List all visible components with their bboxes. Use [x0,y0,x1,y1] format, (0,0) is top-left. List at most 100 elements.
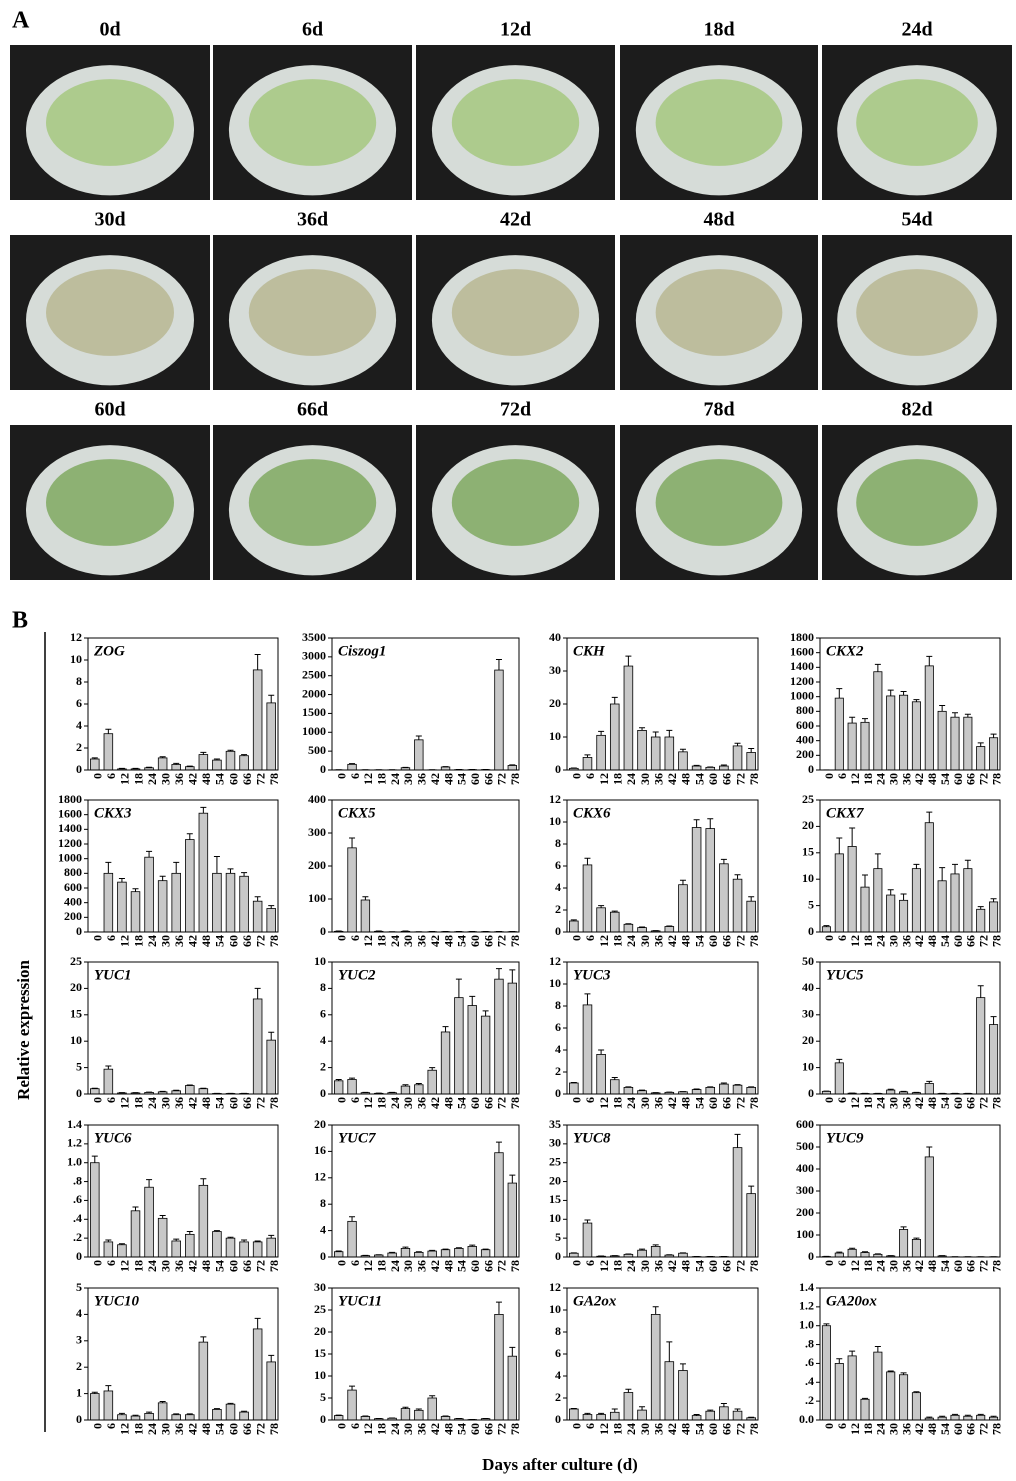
x-tick-label: 78 [989,1260,1003,1272]
chart-title: YUC2 [338,967,376,983]
error-bar [146,767,152,768]
chart-title: CKX2 [826,643,864,659]
explants [249,79,376,166]
y-tick-label: 2500 [302,667,326,681]
photo-label: 36d [297,209,328,231]
bar [692,1416,701,1420]
bar [441,1032,450,1094]
y-tick-label: 600 [796,718,814,732]
photo-label: 54d [901,209,932,231]
x-tick-label: 78 [267,1260,281,1272]
x-tick-label: 6 [348,1097,362,1103]
y-tick-label: 4 [555,1368,561,1382]
x-tick-label: 48 [679,935,693,947]
bar [348,1079,357,1094]
x-tick-label: 0 [334,773,348,779]
explants [856,459,978,546]
x-tick-label: 30 [401,773,415,785]
y-tick-label: 8 [555,836,561,850]
y-tick-label: 0 [320,1412,326,1426]
y-tick-label: 40 [549,630,561,644]
explants [452,269,579,356]
y-tick-label: 0 [76,924,82,938]
x-tick-label: 78 [989,935,1003,947]
x-tick-label: 36 [415,935,429,947]
bar [835,1363,843,1420]
y-tick-label: 16 [314,1143,326,1157]
bar [651,1314,660,1420]
y-tick-label: 15 [802,845,814,859]
x-tick-label: 6 [348,1260,362,1266]
bar [104,873,113,932]
y-tick-label: 10 [549,814,561,828]
x-tick-label: 24 [624,935,638,947]
x-tick-label: 48 [199,773,213,785]
y-tick-label: .4 [73,1211,82,1225]
x-tick-label: 30 [158,1423,172,1435]
x-tick-label: 6 [583,1097,597,1103]
bar [158,1403,167,1420]
y-tick-label: 10 [314,954,326,968]
y-tick-label: 10 [549,976,561,990]
x-tick-label: 48 [679,1097,693,1109]
bar [638,1250,647,1257]
y-tick-label: 2000 [302,686,326,700]
x-tick-label: 48 [679,773,693,785]
bar [874,672,882,770]
x-tick-label: 78 [508,935,522,947]
y-tick-label: 200 [64,909,82,923]
y-axis-label: Relative expression [14,959,33,1099]
chart-title: CKX3 [94,805,132,821]
bar [428,1070,437,1094]
y-tick-label: .8 [73,1173,82,1187]
x-tick-label: 66 [720,1260,734,1272]
x-tick-label: 72 [733,1260,747,1272]
x-tick-label: 60 [468,1260,482,1272]
y-tick-label: 8 [76,674,82,688]
y-tick-label: 15 [70,1007,82,1021]
x-tick-label: 12 [597,935,611,947]
panel-label: B [12,608,28,634]
bar [508,1183,517,1257]
x-tick-label: 24 [388,1423,402,1435]
x-tick-label: 36 [415,773,429,785]
x-tick-label: 54 [455,773,469,785]
bar [597,908,606,932]
x-tick-label: 36 [172,773,186,785]
x-tick-label: 0 [570,935,584,941]
y-tick-label: 200 [796,1205,814,1219]
x-tick-label: 66 [720,773,734,785]
bar [835,1253,843,1257]
bar [172,873,181,932]
y-tick-label: 15 [549,1192,561,1206]
x-tick-label: 0 [91,1260,105,1266]
bar [624,1393,633,1421]
error-bar [187,766,193,767]
photo-label: 72d [500,399,531,421]
bar [733,1411,742,1420]
bar [822,1326,830,1420]
bar [361,900,370,932]
explants [452,79,579,166]
y-tick-label: 25 [314,1302,326,1316]
explants [46,459,174,546]
x-tick-label: 36 [172,1423,186,1435]
x-tick-label: 18 [375,1260,389,1272]
y-tick-label: 1.4 [799,1280,814,1294]
bar [415,1085,424,1094]
y-tick-label: 4 [320,1033,326,1047]
bar [861,722,869,770]
bar [569,1253,578,1257]
x-tick-label: 48 [199,1260,213,1272]
bar [610,704,619,770]
y-tick-label: 600 [796,1117,814,1131]
bar [158,758,167,770]
y-tick-label: 2 [320,1059,326,1073]
bar [481,1250,490,1257]
photo-label: 18d [703,19,734,41]
error-bar [509,765,515,766]
x-tick-label: 30 [638,935,652,947]
error-bar [748,1087,754,1088]
photo-label: 48d [703,209,734,231]
x-tick-label: 66 [240,1423,254,1435]
